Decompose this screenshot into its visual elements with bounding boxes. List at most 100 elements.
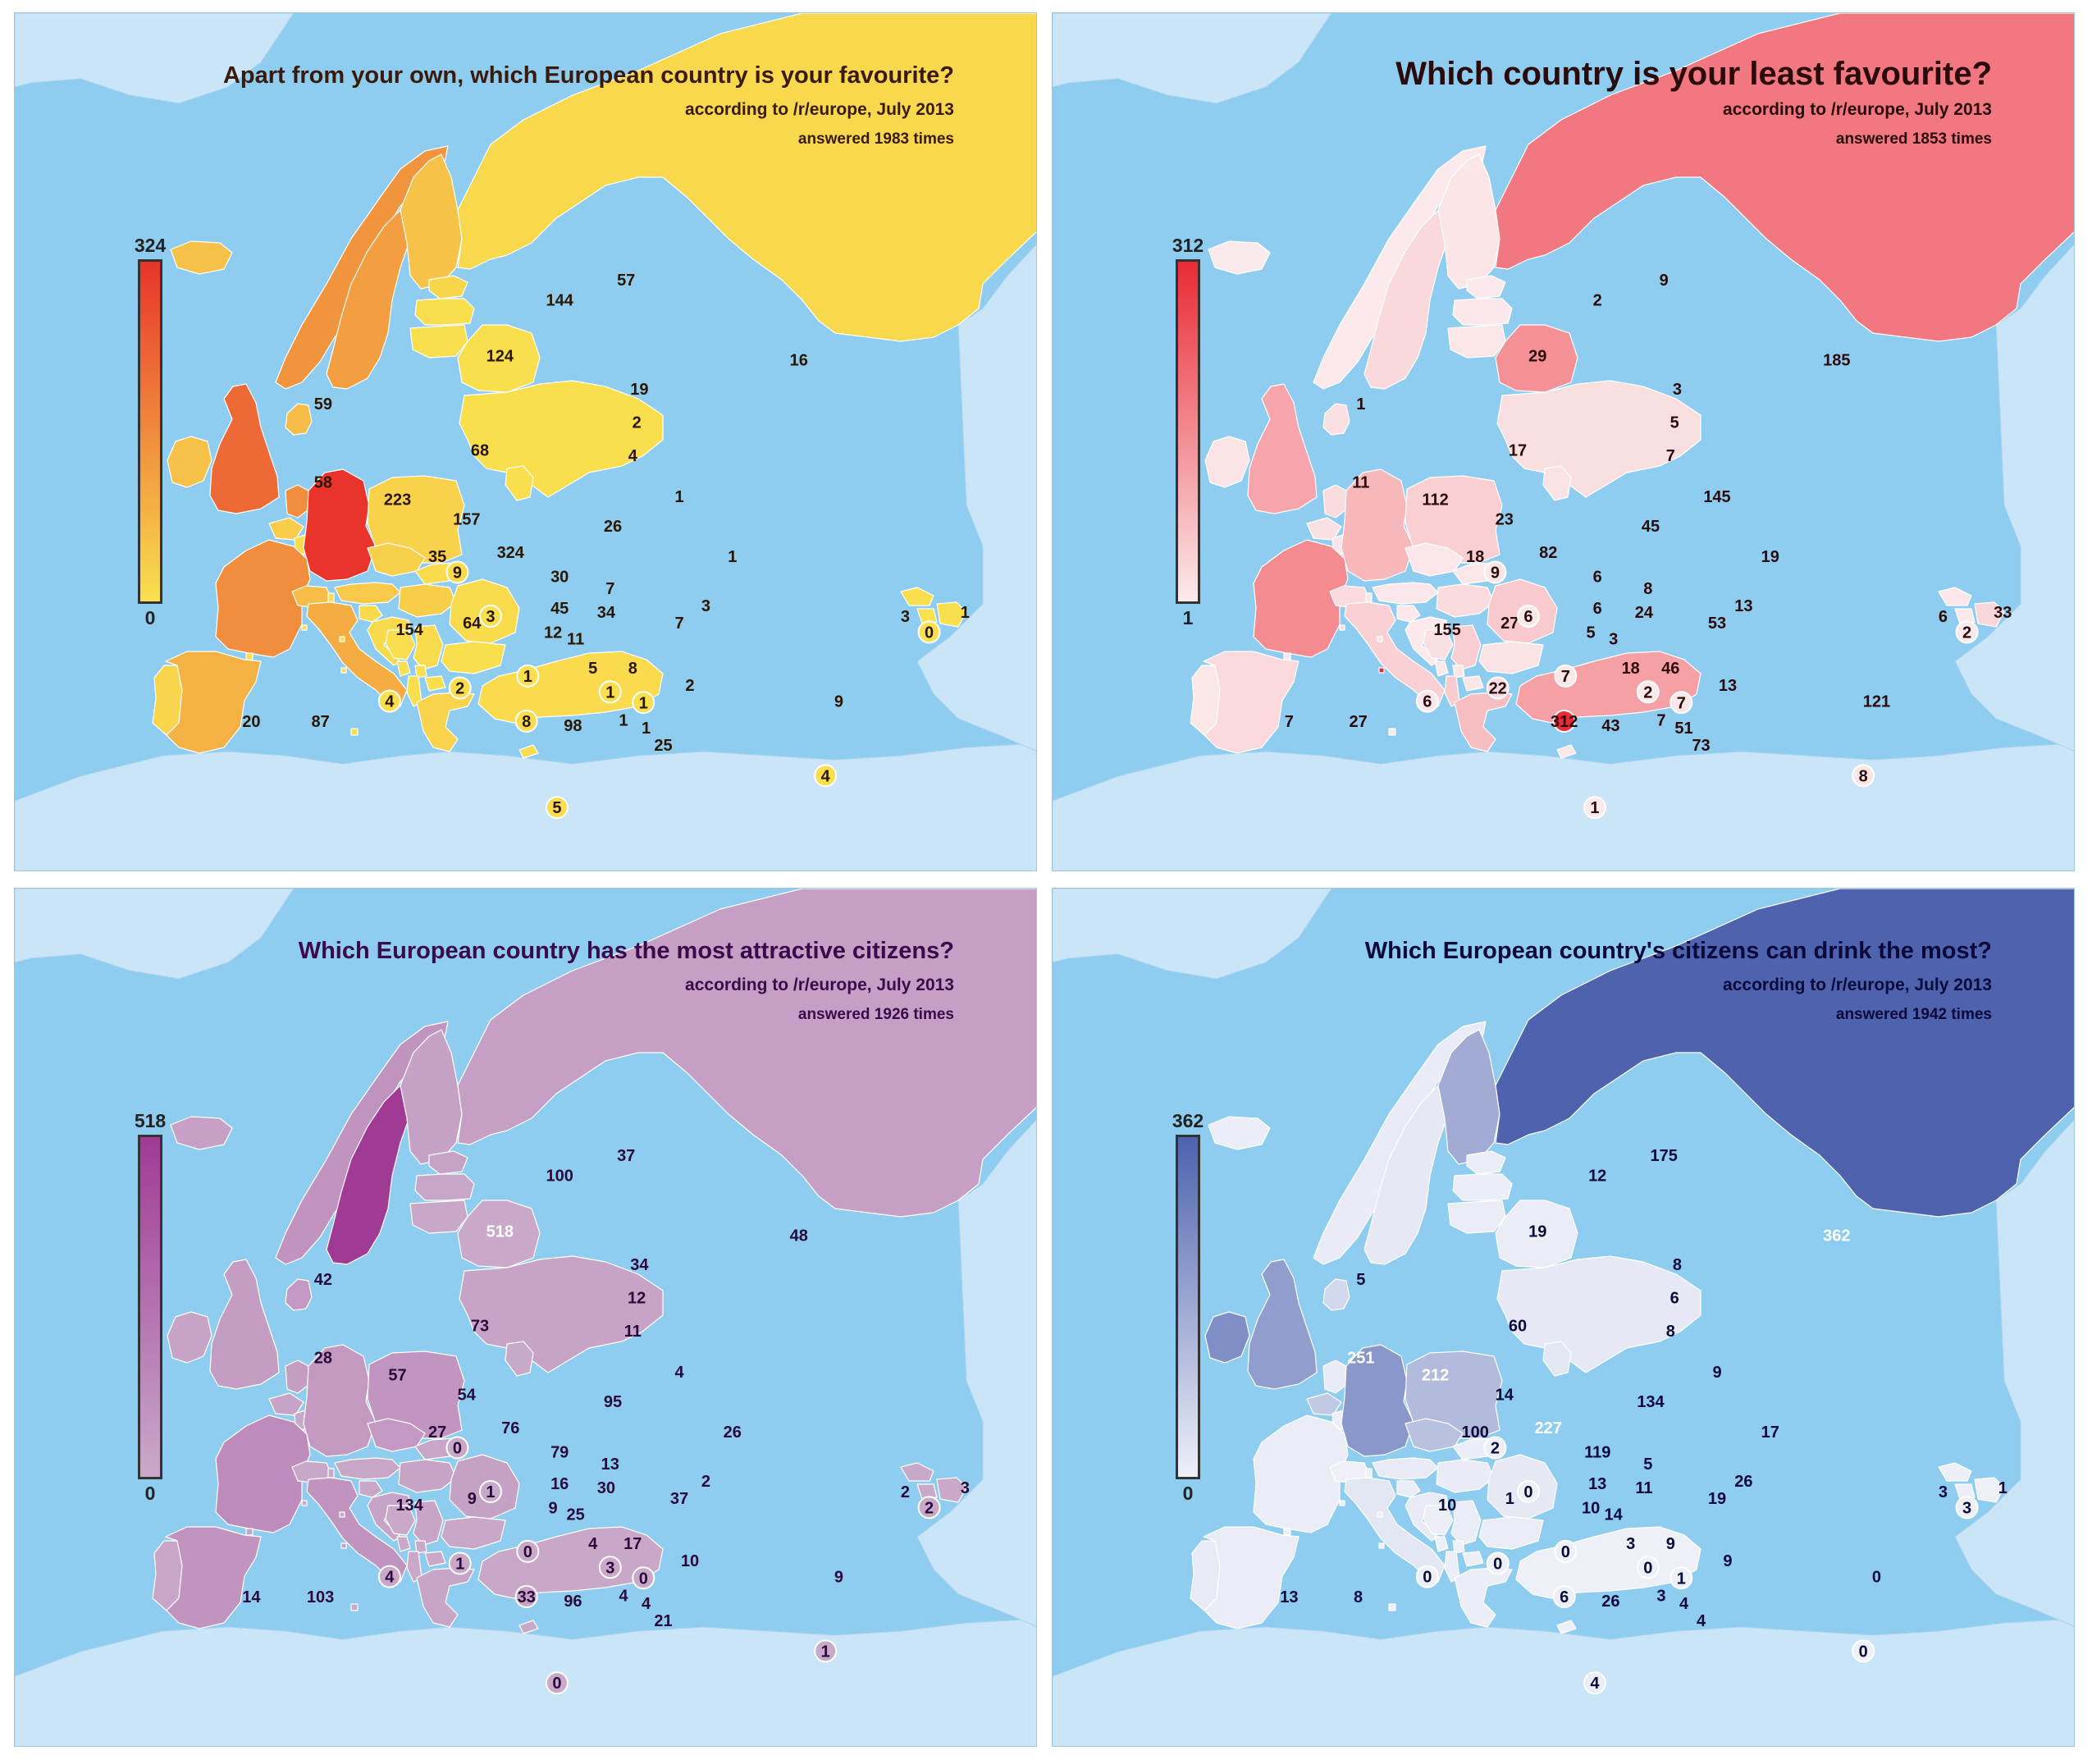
marker-san-marino <box>516 1539 540 1563</box>
value-label-spain: 103 <box>307 1588 334 1606</box>
country-turkey <box>1515 651 1701 724</box>
country-netherlands <box>285 1360 309 1394</box>
value-label-belgium: 100 <box>1461 1424 1488 1442</box>
country-austria <box>1372 582 1439 605</box>
value-label-armenia: 2 <box>1962 624 1971 642</box>
marker-vatican <box>514 1584 538 1608</box>
value-label-vatican: 8 <box>522 713 531 731</box>
value-label-luxembourg: 2 <box>1491 1440 1500 1458</box>
value-label-spain: 8 <box>1354 1588 1363 1606</box>
map-subtitle: according to /r/europe, July 2013 <box>1723 100 1992 119</box>
value-label-ukraine: 19 <box>1761 548 1779 566</box>
country-bulgaria <box>1478 641 1544 674</box>
value-label-serbia: 9 <box>1666 1535 1675 1553</box>
country-united-kingdom <box>1247 383 1318 514</box>
country-denmark <box>285 403 313 436</box>
country-malta <box>1388 1603 1396 1611</box>
country-italy <box>1344 1477 1446 1583</box>
country-latvia <box>414 298 475 326</box>
value-label-ireland: 251 <box>1347 1349 1374 1367</box>
country-belarus <box>457 324 541 393</box>
value-label-germany: 227 <box>1535 1419 1562 1437</box>
country-belgium <box>268 1392 304 1416</box>
country-armenia <box>1954 608 1976 624</box>
country-czechia <box>367 1418 426 1452</box>
marker-andorra <box>1415 1565 1439 1588</box>
country-russia <box>457 13 1036 342</box>
landmass-asia <box>916 1119 1036 1627</box>
country-kosovo <box>414 665 427 679</box>
value-label-hungary: 34 <box>597 604 616 622</box>
value-label-spain: 27 <box>1349 713 1367 731</box>
value-label-bulgaria: 13 <box>1719 677 1737 695</box>
country-kosovo <box>1452 665 1465 679</box>
landmass-africa <box>15 743 1036 871</box>
country-estonia <box>1466 275 1506 299</box>
value-label-ukraine: 26 <box>724 1424 742 1442</box>
answer-count: answered 1942 times <box>1835 1006 1992 1023</box>
value-label-austria: 45 <box>550 600 569 618</box>
value-label-serbia: 17 <box>623 1535 642 1553</box>
value-label-greece: 73 <box>1692 737 1710 755</box>
country-liechtenstein <box>1365 592 1373 603</box>
least-favourite-map-panel: 1 2 9 29 185 3 5 7 145 19 13 17 11 112 23 18 9 82 45 6 8 155 2… <box>1052 12 2075 871</box>
value-label-turkey: 9 <box>834 693 843 711</box>
country-czechia <box>1405 542 1464 577</box>
country-slovenia <box>359 605 383 623</box>
marker-vatican <box>1552 709 1576 733</box>
value-label-poland: 45 <box>1642 518 1660 536</box>
value-label-latvia: 12 <box>628 1289 646 1307</box>
legend-max-label: 312 <box>1172 235 1204 256</box>
value-label-iceland: 1 <box>1356 395 1365 414</box>
value-label-france: 10 <box>1438 1497 1456 1515</box>
country-moldova <box>1542 465 1572 501</box>
country-georgia <box>900 1462 934 1482</box>
value-label-moldova: 26 <box>1734 1473 1752 1491</box>
favourite-map-panel: 59 144 57 124 16 19 2 4 1 1 3 68 58 223 157 35 9 324 26 30 7… <box>14 12 1037 871</box>
marker-cyprus <box>814 1639 838 1663</box>
landmass-greenland <box>15 13 295 104</box>
value-label-armenia: 0 <box>925 624 934 642</box>
country-monaco <box>301 1500 308 1506</box>
country-vatican <box>1378 1542 1385 1549</box>
country-azerbaijan <box>936 601 967 628</box>
value-label-kosovo: 1 <box>639 694 648 712</box>
value-label-north-macedonia: 3 <box>1656 1587 1665 1605</box>
country-malta <box>350 1603 359 1611</box>
country-lithuania <box>1447 324 1506 359</box>
map-title: Which European country's citizens can dr… <box>1364 938 1992 964</box>
country-kosovo <box>1452 1540 1465 1554</box>
value-label-latvia: 2 <box>633 414 642 432</box>
value-label-russia: 362 <box>1823 1227 1850 1245</box>
value-label-albania: 1 <box>642 720 651 738</box>
value-label-bosnia: 3 <box>1626 1535 1635 1553</box>
value-label-belgium: 35 <box>428 548 446 566</box>
country-ireland <box>167 1311 212 1364</box>
country-denmark <box>1322 1278 1350 1311</box>
value-label-cyprus: 1 <box>821 1643 830 1661</box>
country-north-macedonia <box>1462 1551 1484 1567</box>
country-serbia <box>413 1500 444 1546</box>
country-spain <box>165 1526 262 1629</box>
value-label-slovenia: 9 <box>549 1499 558 1517</box>
marker-kosovo <box>1669 1566 1693 1590</box>
country-bosnia <box>385 1505 416 1536</box>
value-label-slovakia: 7 <box>605 580 614 598</box>
marker-luxembourg <box>1483 1436 1507 1460</box>
value-label-latvia: 6 <box>1670 1289 1679 1307</box>
value-label-portugal: 13 <box>1280 1588 1298 1606</box>
value-label-ukraine: 1 <box>728 548 737 566</box>
value-label-moldova: 3 <box>701 597 710 615</box>
value-label-lithuania: 7 <box>1666 447 1675 465</box>
value-label-serbia: 8 <box>628 660 637 678</box>
value-label-italy: 98 <box>564 717 582 735</box>
country-hungary <box>398 583 457 618</box>
country-spain <box>165 651 262 754</box>
country-montenegro <box>396 660 411 677</box>
value-label-slovakia: 5 <box>1643 1456 1652 1474</box>
value-label-georgia: 3 <box>1939 1483 1948 1501</box>
marker-armenia <box>1955 1496 1979 1520</box>
value-label-croatia: 3 <box>1609 631 1618 649</box>
